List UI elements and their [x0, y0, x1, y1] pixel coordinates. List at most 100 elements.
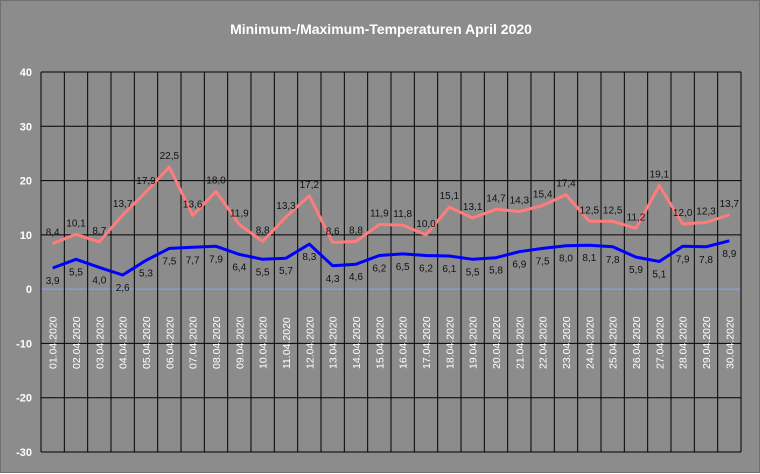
x-tick-label: 18.04.2020 [444, 316, 456, 369]
x-tick-label: 12.04.2020 [304, 316, 316, 369]
min-data-label: 8,9 [722, 249, 736, 260]
min-data-label: 5,5 [466, 267, 480, 278]
max-data-label: 11,2 [627, 212, 646, 223]
y-tick-label: -20 [16, 393, 32, 405]
min-data-label: 7,7 [186, 255, 200, 266]
max-data-label: 17,4 [556, 179, 576, 190]
max-data-label: 10,0 [416, 219, 436, 230]
x-tick-label: 27.04.2020 [654, 316, 666, 369]
x-tick-label: 30.04.2020 [724, 316, 736, 369]
min-data-label: 7,5 [536, 256, 550, 267]
min-data-label: 5,7 [279, 266, 293, 277]
min-data-label: 4,3 [326, 274, 340, 285]
min-data-label: 5,5 [256, 267, 270, 278]
max-data-label: 11,9 [370, 209, 389, 220]
x-axis-ticks: 01.04.2020 02.04.2020 03.04.2020 04.04.2020… [48, 316, 737, 369]
max-data-label: 13,6 [183, 199, 203, 210]
max-data-label: 12,5 [603, 205, 623, 216]
gridlines [40, 71, 742, 453]
max-data-label: 17,9 [136, 176, 156, 187]
min-data-label: 2,6 [116, 283, 130, 294]
y-tick-label: 0 [26, 284, 32, 296]
x-tick-label: 06.04.2020 [164, 316, 176, 369]
max-data-label: 13,7 [113, 199, 133, 210]
min-data-label: 4,6 [349, 272, 363, 283]
x-tick-label: 15.04.2020 [374, 316, 386, 369]
min-data-label: 6,9 [512, 260, 526, 271]
y-tick-label: 20 [20, 176, 32, 188]
x-tick-label: 07.04.2020 [188, 316, 200, 369]
min-data-label: 6,2 [419, 263, 433, 274]
x-tick-label: 05.04.2020 [141, 316, 153, 369]
max-data-label: 13,3 [276, 201, 296, 212]
y-tick-label: 30 [20, 121, 32, 133]
x-tick-label: 10.04.2020 [258, 316, 270, 369]
max-data-label: 15,1 [440, 191, 460, 202]
max-temperature-line [52, 165, 730, 245]
max-data-label: 17,2 [300, 180, 320, 191]
y-tick-label: -10 [16, 338, 32, 350]
max-data-label: 19,1 [650, 169, 670, 180]
max-data-label: 13,7 [720, 199, 740, 210]
x-tick-label: 04.04.2020 [118, 316, 130, 369]
min-data-label: 5,1 [652, 269, 666, 280]
x-tick-label: 21.04.2020 [514, 316, 526, 369]
min-data-label: 5,5 [69, 267, 83, 278]
min-data-label: 6,4 [232, 262, 246, 273]
min-data-label: 8,0 [559, 254, 573, 265]
chart-title: Minimum-/Maximum-Temperaturen April 2020 [230, 21, 532, 37]
min-data-label: 4,0 [92, 275, 106, 286]
max-data-label: 8,7 [92, 226, 106, 237]
x-tick-label: 11.04.2020 [281, 317, 293, 369]
max-data-label: 12,3 [696, 206, 716, 217]
x-tick-label: 24.04.2020 [584, 316, 596, 369]
x-tick-label: 25.04.2020 [608, 316, 620, 369]
min-data-label: 5,8 [489, 266, 503, 277]
data-labels: 8,4 10,1 8,7 13,7 17,9 22,5 13,6 18,0 11,9 8,8 13,… [46, 151, 740, 294]
x-tick-label: 03.04.2020 [94, 316, 106, 369]
max-data-label: 12,5 [580, 205, 600, 216]
min-data-label: 6,2 [372, 263, 386, 274]
x-tick-label: 01.04.2020 [48, 316, 60, 369]
min-data-label: 7,8 [699, 255, 713, 266]
min-data-label: 7,9 [676, 254, 690, 265]
max-data-label: 8,8 [349, 225, 363, 236]
max-data-label: 10,1 [66, 218, 86, 229]
series-lines [52, 165, 730, 277]
x-tick-label: 20.04.2020 [491, 316, 503, 369]
max-data-label: 22,5 [160, 151, 180, 162]
max-data-label: 8,8 [256, 225, 270, 236]
x-tick-label: 28.04.2020 [678, 316, 690, 369]
x-tick-label: 13.04.2020 [328, 316, 340, 369]
y-tick-label: -30 [16, 447, 32, 459]
x-tick-label: 08.04.2020 [211, 316, 223, 369]
y-axis-ticks: 40 30 20 10 0 -10 -20 -30 [16, 67, 32, 459]
min-data-label: 6,1 [442, 264, 456, 275]
min-data-label: 7,8 [606, 255, 620, 266]
max-data-label: 13,1 [463, 202, 483, 213]
min-data-label: 7,5 [162, 256, 176, 267]
min-temperature-line [52, 239, 730, 277]
max-data-label: 8,4 [46, 228, 60, 239]
min-data-label: 7,9 [209, 254, 223, 265]
min-data-label: 3,9 [46, 276, 60, 287]
x-tick-label: 02.04.2020 [71, 316, 83, 369]
x-tick-label: 16.04.2020 [398, 316, 410, 369]
min-data-label: 8,3 [302, 252, 316, 263]
x-tick-label: 23.04.2020 [561, 316, 573, 369]
max-data-label: 14,7 [486, 193, 506, 204]
x-tick-label: 19.04.2020 [468, 316, 480, 369]
max-data-label: 14,3 [510, 196, 530, 207]
y-tick-label: 40 [20, 67, 32, 79]
x-tick-label: 14.04.2020 [351, 316, 363, 369]
x-tick-label: 26.04.2020 [631, 316, 643, 369]
y-tick-label: 10 [20, 230, 32, 242]
max-data-label: 11,9 [230, 209, 249, 220]
x-tick-label: 22.04.2020 [538, 316, 550, 369]
max-data-label: 12,0 [673, 208, 693, 219]
max-data-label: 8,6 [326, 226, 340, 237]
min-data-label: 5,3 [139, 268, 153, 279]
x-tick-label: 09.04.2020 [234, 316, 246, 369]
